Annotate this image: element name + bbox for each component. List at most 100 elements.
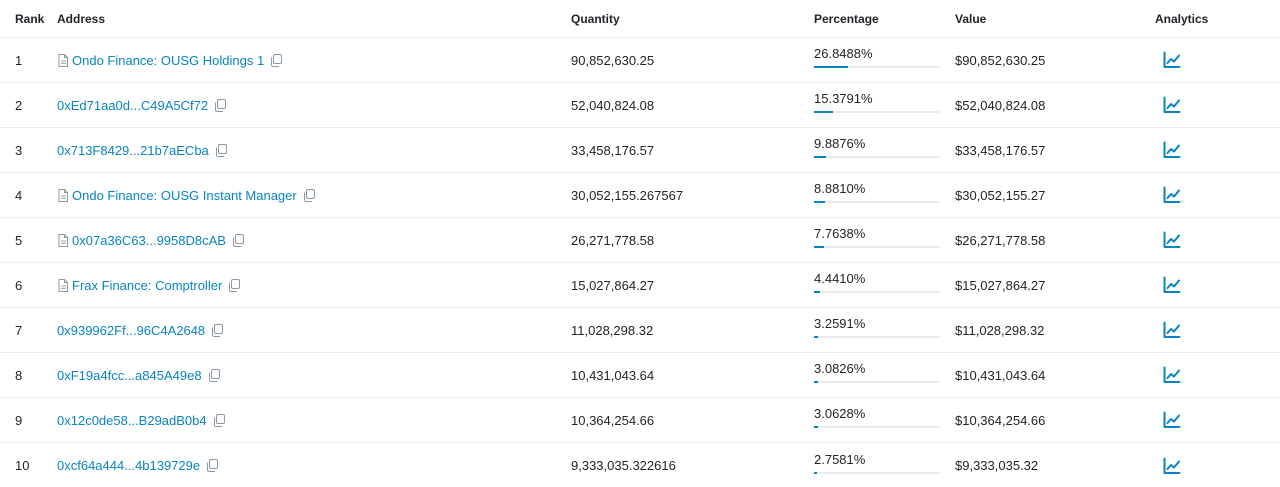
- percentage-bar: [814, 66, 940, 68]
- rank-cell: 7: [15, 322, 23, 338]
- analytics-cell: [1155, 185, 1280, 205]
- copy-icon[interactable]: [206, 459, 220, 473]
- address-link[interactable]: Frax Finance: Comptroller: [72, 277, 223, 293]
- percentage-text: 2.7581%: [814, 451, 866, 467]
- analytics-cell: [1155, 275, 1280, 295]
- contract-doc-icon: [57, 53, 71, 67]
- address-cell: Ondo Finance: OUSG Instant Manager: [57, 188, 571, 203]
- line-chart-icon[interactable]: [1162, 275, 1182, 295]
- line-chart-icon[interactable]: [1162, 410, 1182, 430]
- analytics-cell: [1155, 95, 1280, 115]
- header-analytics: Analytics: [1155, 11, 1209, 26]
- copy-icon[interactable]: [232, 233, 246, 247]
- address-link[interactable]: 0xcf64a444...4b139729e: [57, 458, 201, 473]
- address-link[interactable]: 0x713F8429...21b7aECba: [57, 142, 209, 158]
- copy-icon[interactable]: [228, 278, 242, 292]
- quantity-cell: 33,458,176.57: [571, 142, 655, 158]
- rank-cell: 2: [15, 97, 23, 113]
- table-row-1: 1 Ondo Finance: OUSG Holdings 1 90,852,6…: [0, 38, 1280, 83]
- table-row-2: 2 0xEd71aa0d...C49A5Cf72 52,040,824.08 1…: [0, 83, 1280, 128]
- table-row-9: 9 0x12c0de58...B29adB0b4 10,364,254.66 3…: [0, 398, 1280, 443]
- address-cell: 0xF19a4fcc...a845A49e8: [57, 368, 571, 383]
- copy-icon[interactable]: [211, 323, 225, 337]
- table-row-3: 3 0x713F8429...21b7aECba 33,458,176.57 9…: [0, 128, 1280, 173]
- rank-cell: 8: [15, 367, 23, 383]
- line-chart-icon[interactable]: [1162, 320, 1182, 340]
- table-row-4: 4 Ondo Finance: OUSG Instant Manager 30,…: [0, 173, 1280, 218]
- copy-icon[interactable]: [213, 413, 227, 427]
- address-link[interactable]: Ondo Finance: OUSG Holdings 1: [72, 52, 265, 68]
- quantity-cell: 30,052,155.267567: [571, 187, 684, 203]
- analytics-cell: [1155, 320, 1280, 340]
- rank-cell: 10: [15, 458, 30, 473]
- rank-cell: 1: [15, 52, 23, 68]
- percentage-bar: [814, 201, 940, 203]
- address-link[interactable]: 0xF19a4fcc...a845A49e8: [57, 367, 202, 383]
- percentage-bar: [814, 156, 940, 158]
- percentage-cell: 7.7638%: [814, 226, 955, 248]
- analytics-cell: [1155, 456, 1280, 476]
- percentage-cell: 3.0826%: [814, 361, 955, 383]
- address-link[interactable]: 0x12c0de58...B29adB0b4: [57, 412, 207, 428]
- rank-cell: 6: [15, 277, 23, 293]
- header-address: Address: [57, 11, 106, 26]
- contract-doc-icon: [57, 233, 71, 247]
- percentage-cell: 9.8876%: [814, 136, 955, 158]
- percentage-bar: [814, 336, 940, 338]
- address-link[interactable]: 0x939962Ff...96C4A2648: [57, 322, 206, 338]
- address-cell: 0x07a36C63...9958D8cAB: [57, 233, 571, 248]
- table-row-8: 8 0xF19a4fcc...a845A49e8 10,431,043.64 3…: [0, 353, 1280, 398]
- line-chart-icon[interactable]: [1162, 95, 1182, 115]
- header-value: Value: [955, 11, 987, 26]
- percentage-text: 4.4410%: [814, 271, 866, 286]
- contract-doc-icon: [57, 278, 71, 292]
- percentage-bar-fill: [814, 336, 819, 338]
- quantity-cell: 9,333,035.322616: [571, 458, 676, 473]
- address-link[interactable]: 0x07a36C63...9958D8cAB: [72, 232, 226, 248]
- percentage-bar: [814, 426, 940, 428]
- copy-icon[interactable]: [270, 53, 284, 67]
- address-cell: Ondo Finance: OUSG Holdings 1: [57, 53, 571, 68]
- percentage-bar: [814, 111, 940, 113]
- rank-cell: 4: [15, 187, 23, 203]
- header-quantity: Quantity: [571, 11, 620, 26]
- percentage-cell: 3.0628%: [814, 406, 955, 428]
- copy-icon[interactable]: [214, 98, 228, 112]
- address-cell: 0xcf64a444...4b139729e: [57, 458, 571, 473]
- percentage-bar-fill: [814, 291, 820, 293]
- percentage-text: 3.0628%: [814, 406, 866, 421]
- value-cell: $11,028,298.32: [955, 322, 1045, 338]
- percentage-text: 15.3791%: [814, 91, 873, 106]
- analytics-cell: [1155, 50, 1280, 70]
- table-row-7: 7 0x939962Ff...96C4A2648 11,028,298.32 3…: [0, 308, 1280, 353]
- quantity-cell: 15,027,864.27: [571, 277, 655, 293]
- copy-icon[interactable]: [208, 368, 222, 382]
- line-chart-icon[interactable]: [1162, 365, 1182, 385]
- value-cell: $33,458,176.57: [955, 142, 1046, 158]
- value-cell: $90,852,630.25: [955, 52, 1046, 68]
- address-cell: 0xEd71aa0d...C49A5Cf72: [57, 98, 571, 113]
- line-chart-icon[interactable]: [1162, 140, 1182, 160]
- percentage-text: 3.2591%: [814, 316, 866, 331]
- percentage-text: 7.7638%: [814, 226, 866, 241]
- line-chart-icon[interactable]: [1162, 230, 1182, 250]
- percentage-text: 8.8810%: [814, 181, 866, 196]
- value-cell: $10,431,043.64: [955, 367, 1046, 383]
- percentage-bar-fill: [814, 66, 848, 68]
- percentage-cell: 2.7581%: [814, 452, 955, 474]
- percentage-cell: 3.2591%: [814, 316, 955, 338]
- line-chart-icon[interactable]: [1162, 50, 1182, 70]
- contract-doc-icon: [57, 188, 71, 202]
- line-chart-icon[interactable]: [1162, 456, 1182, 476]
- analytics-cell: [1155, 140, 1280, 160]
- address-link[interactable]: 0xEd71aa0d...C49A5Cf72: [57, 97, 209, 113]
- copy-icon[interactable]: [303, 188, 317, 202]
- percentage-cell: 26.8488%: [814, 46, 955, 68]
- analytics-cell: [1155, 230, 1280, 250]
- copy-icon[interactable]: [215, 143, 229, 157]
- address-link[interactable]: Ondo Finance: OUSG Instant Manager: [72, 187, 297, 203]
- rank-cell: 9: [15, 412, 23, 428]
- table-row-6: 6 Frax Finance: Comptroller 15,027,864.2…: [0, 263, 1280, 308]
- line-chart-icon[interactable]: [1162, 185, 1182, 205]
